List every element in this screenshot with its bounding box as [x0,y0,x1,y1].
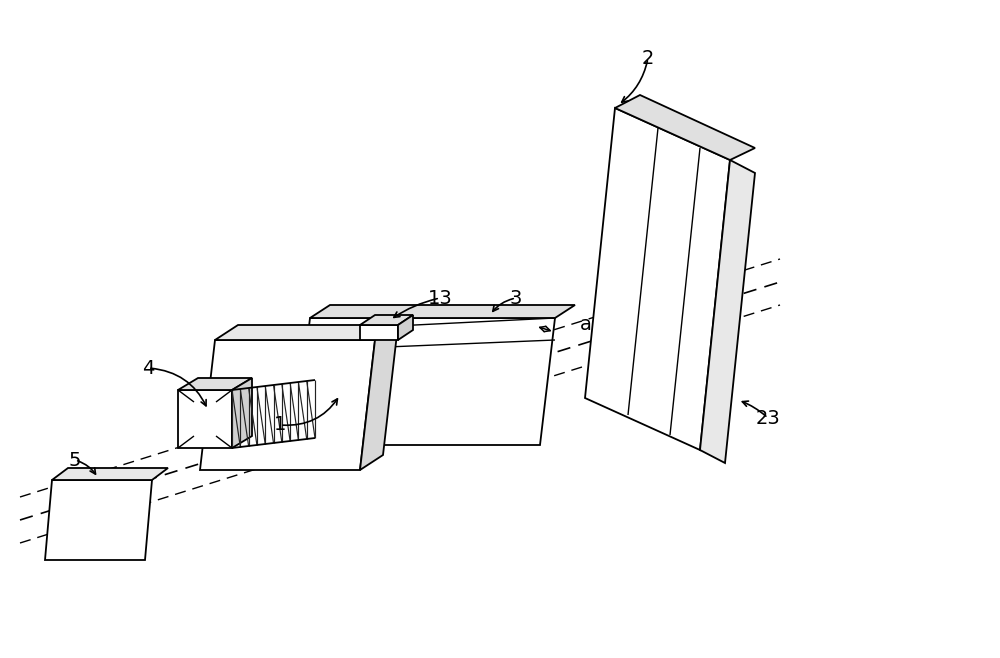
Polygon shape [310,305,575,318]
Polygon shape [295,318,555,445]
Polygon shape [232,380,315,448]
Polygon shape [52,468,168,480]
Text: a: a [580,315,592,334]
Polygon shape [232,378,252,448]
Polygon shape [360,325,398,340]
Text: 2: 2 [642,49,654,68]
Polygon shape [360,315,413,325]
Polygon shape [45,480,152,560]
Polygon shape [178,390,232,448]
Polygon shape [178,378,252,390]
Text: 3: 3 [510,288,522,307]
Polygon shape [615,95,755,160]
Text: 5: 5 [69,451,81,470]
Polygon shape [398,315,413,340]
Polygon shape [585,108,730,450]
Text: 13: 13 [428,288,452,307]
Polygon shape [700,160,755,463]
Polygon shape [200,340,375,470]
Text: 23: 23 [756,409,780,428]
Text: 1: 1 [274,415,286,434]
Polygon shape [215,325,398,340]
Polygon shape [360,325,398,470]
Text: 4: 4 [142,359,154,378]
